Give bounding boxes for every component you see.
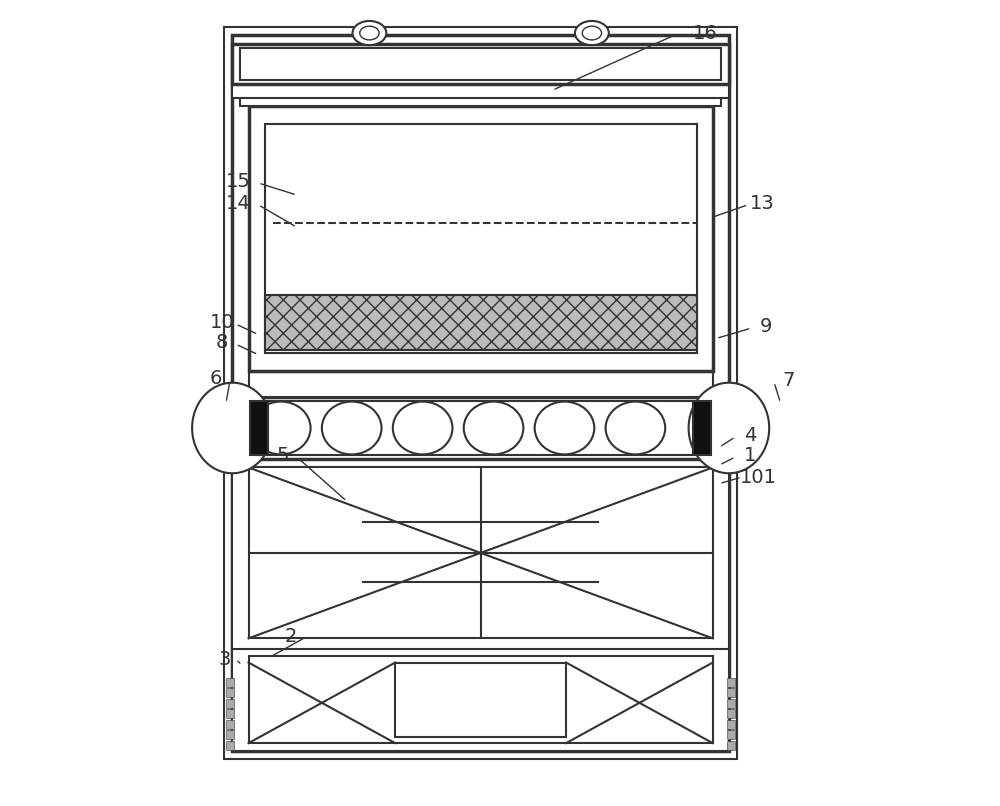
Ellipse shape (353, 516, 373, 530)
Bar (693, 401, 711, 455)
Text: 7: 7 (782, 371, 795, 390)
Bar (232, 44, 729, 84)
Ellipse shape (575, 21, 609, 45)
Bar (226, 730, 234, 739)
Ellipse shape (582, 27, 602, 40)
Bar (250, 401, 268, 455)
Text: 4: 4 (744, 426, 756, 445)
Bar (240, 48, 721, 80)
Bar (727, 741, 735, 750)
Bar (727, 699, 735, 708)
Bar (727, 709, 735, 718)
Ellipse shape (606, 401, 665, 455)
Bar (727, 688, 735, 697)
Bar (226, 741, 234, 750)
Bar (232, 84, 729, 98)
Bar (232, 403, 247, 419)
Text: 2: 2 (284, 627, 297, 646)
Bar (265, 124, 697, 353)
Ellipse shape (464, 401, 523, 455)
Text: 6: 6 (210, 369, 222, 388)
Bar (232, 397, 729, 459)
Bar (249, 467, 713, 638)
Ellipse shape (471, 516, 490, 530)
Bar (226, 720, 234, 729)
Text: 10: 10 (210, 313, 234, 332)
Ellipse shape (689, 383, 769, 473)
Bar (265, 295, 697, 350)
Bar (714, 423, 729, 439)
Ellipse shape (322, 401, 382, 455)
Bar (727, 720, 735, 729)
Ellipse shape (353, 575, 373, 588)
Bar (714, 443, 729, 459)
Bar (226, 699, 234, 708)
Bar (395, 663, 566, 737)
Text: 1: 1 (744, 446, 756, 465)
Bar (249, 106, 713, 371)
Text: 14: 14 (226, 193, 250, 213)
Bar (232, 443, 247, 459)
Bar (240, 82, 721, 106)
Bar (727, 678, 735, 687)
Bar (714, 403, 729, 419)
Bar (224, 27, 737, 759)
Ellipse shape (589, 575, 608, 588)
Bar (232, 35, 729, 751)
Bar (249, 656, 713, 743)
Bar (226, 688, 234, 697)
Bar (232, 457, 729, 649)
Ellipse shape (353, 21, 386, 45)
Bar (226, 678, 234, 687)
Bar (226, 709, 234, 718)
Text: 13: 13 (750, 193, 774, 213)
Ellipse shape (393, 401, 452, 455)
Text: 16: 16 (693, 24, 718, 44)
Text: 5: 5 (276, 446, 289, 465)
Bar (232, 648, 729, 751)
Ellipse shape (589, 516, 608, 530)
Text: 9: 9 (760, 317, 772, 336)
Bar (249, 372, 713, 397)
Text: 101: 101 (739, 467, 776, 487)
Bar (232, 423, 247, 439)
Text: 3: 3 (218, 650, 231, 669)
Ellipse shape (360, 27, 379, 40)
Ellipse shape (471, 575, 490, 588)
Text: 15: 15 (226, 172, 250, 191)
Text: 8: 8 (216, 333, 228, 352)
Ellipse shape (192, 383, 273, 473)
Bar (727, 730, 735, 739)
Ellipse shape (535, 401, 594, 455)
Ellipse shape (251, 401, 311, 455)
